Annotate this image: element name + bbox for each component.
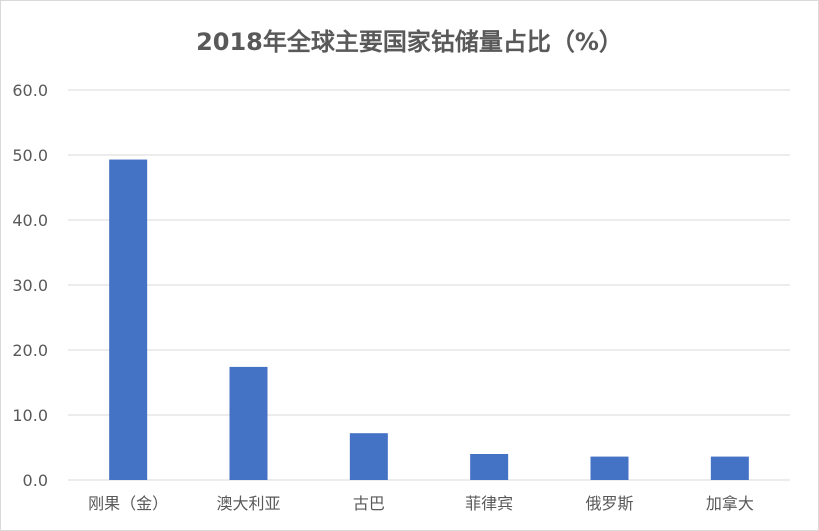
x-tick-label: 古巴 — [353, 494, 385, 513]
bar — [470, 454, 509, 480]
bar — [710, 456, 749, 480]
y-tick-label: 10.0 — [12, 406, 48, 425]
y-tick-label: 50.0 — [12, 146, 48, 165]
x-tick-label: 俄罗斯 — [585, 494, 633, 513]
x-tick-label: 澳大利亚 — [216, 494, 280, 513]
x-tick-label: 刚果（金） — [88, 494, 168, 513]
y-tick-label: 0.0 — [23, 471, 48, 490]
y-tick-label: 30.0 — [12, 276, 48, 295]
bar — [590, 456, 629, 480]
bar — [349, 433, 388, 480]
y-tick-label: 40.0 — [12, 211, 48, 230]
bar — [109, 159, 148, 481]
y-tick-label: 60.0 — [12, 81, 48, 100]
x-tick-label: 菲律宾 — [465, 494, 513, 513]
y-tick-label: 20.0 — [12, 341, 48, 360]
x-tick-label: 加拿大 — [706, 494, 754, 513]
chart-title: 2018年全球主要国家钴储量占比（%） — [196, 28, 623, 56]
bar — [229, 366, 268, 480]
